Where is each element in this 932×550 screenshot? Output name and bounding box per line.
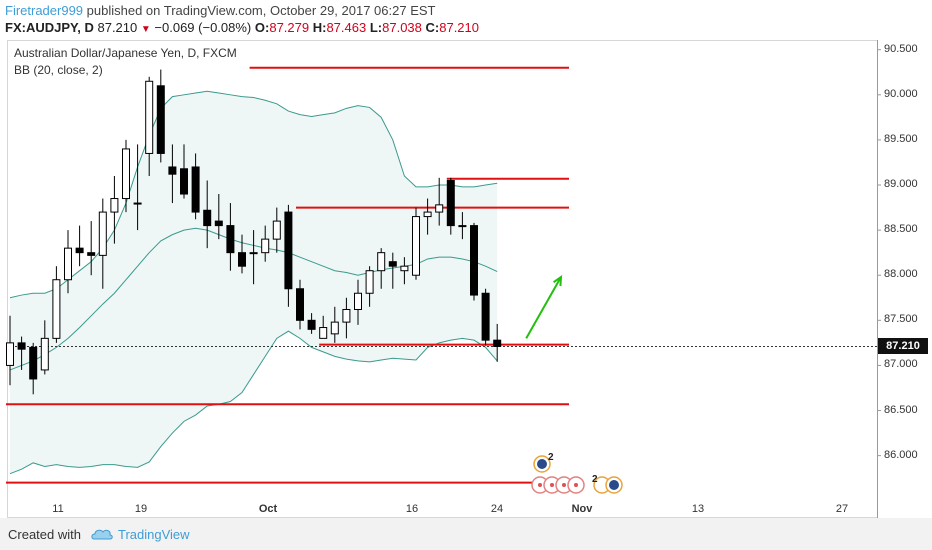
candle-down	[168, 166, 177, 175]
candle-up	[122, 148, 130, 200]
event-dot-icon	[574, 483, 578, 487]
date-tick-label: 11	[52, 503, 64, 515]
candle-down	[29, 346, 38, 380]
last-price: 87.210	[97, 20, 138, 35]
price-tick-label: 86.500	[884, 403, 918, 416]
price-tick-label: 87.000	[884, 358, 918, 371]
candle-down	[17, 342, 26, 350]
candle-down	[238, 252, 246, 267]
date-tick-label: 24	[490, 503, 504, 515]
projection-arrow-head-icon	[553, 275, 563, 287]
candle-down	[156, 85, 165, 154]
candle-up	[52, 279, 61, 339]
price-tick-label: 86.000	[884, 448, 918, 461]
date-tick-label: 13	[691, 503, 705, 515]
high-value: 87.463	[326, 20, 367, 35]
candle-up	[40, 337, 49, 371]
australia-flag-icon	[609, 480, 619, 490]
date-tick-label: Oct	[258, 503, 278, 515]
open-value: 87.279	[269, 20, 310, 35]
candle-up	[377, 252, 386, 272]
date-tick-label: 16	[405, 503, 419, 515]
candle-down	[493, 339, 502, 347]
candle-up	[458, 225, 467, 228]
candle-down	[284, 211, 293, 290]
event-dot-icon	[550, 483, 554, 487]
candle-down	[296, 288, 304, 321]
candle-down	[87, 252, 96, 256]
candle-up	[342, 308, 351, 323]
australia-flag-icon	[537, 459, 547, 469]
candle-up	[249, 252, 258, 255]
event-dot-icon	[562, 483, 566, 487]
chart-pane[interactable]	[7, 40, 877, 518]
event-dot-icon	[538, 483, 542, 487]
price-tick-label: 87.500	[884, 313, 918, 326]
high-label: H:	[312, 20, 327, 35]
change-down-icon: ▼	[140, 24, 151, 35]
candle-down	[446, 180, 455, 227]
instrument-legend: Australian Dollar/Japanese Yen, D, FXCM	[14, 46, 237, 60]
price-axis[interactable]	[877, 40, 932, 518]
candle-up	[412, 216, 420, 276]
price-tick-label: 90.500	[884, 42, 918, 55]
candle-up	[365, 270, 374, 294]
candle-up	[319, 327, 328, 339]
low-label: L:	[369, 20, 383, 35]
publish-info: Firetrader999 published on TradingView.c…	[5, 3, 435, 18]
candle-up	[435, 204, 444, 213]
candle-up	[133, 202, 142, 205]
chart-header: Firetrader999 published on TradingView.c…	[0, 0, 932, 40]
candle-down	[180, 168, 188, 195]
published-text: published on TradingView.com, October 29…	[83, 3, 436, 18]
candle-up	[272, 220, 281, 240]
candle-down	[481, 292, 490, 341]
candle-up	[145, 80, 154, 154]
created-with-label: Created with	[8, 527, 81, 542]
indicator-legend[interactable]: BB (20, close, 2)	[14, 63, 103, 77]
candle-down	[214, 220, 223, 227]
candle-up	[423, 211, 432, 218]
open-label: O:	[254, 20, 270, 35]
author-link[interactable]: Firetrader999	[5, 3, 84, 18]
candle-down	[307, 319, 316, 330]
date-tick-label: 27	[835, 503, 849, 515]
price-tick-label: 89.000	[884, 178, 918, 190]
close-label: C:	[425, 20, 440, 35]
low-value: 87.038	[382, 20, 422, 35]
candle-up	[64, 247, 72, 281]
candle-up	[110, 198, 119, 213]
candle-up	[400, 265, 409, 272]
event-count-bottom: 2	[592, 474, 598, 485]
close-value: 87.210	[439, 20, 479, 35]
candle-up	[330, 321, 339, 335]
candle-down	[388, 261, 397, 267]
candle-up	[98, 211, 107, 256]
candle-up	[354, 292, 362, 310]
footer-bar: Created with TradingView	[0, 518, 932, 550]
symbol-label: FX:AUDJPY, D	[5, 20, 94, 35]
tradingview-logo-icon	[91, 529, 113, 540]
price-tick-label: 88.000	[884, 268, 918, 281]
last-price-tag: 87.210	[878, 338, 928, 354]
price-tick-label: 89.500	[884, 132, 918, 145]
date-tick-label: 19	[134, 503, 148, 515]
candle-up	[261, 238, 270, 254]
projection-arrow-line	[525, 276, 562, 339]
candle-down	[470, 225, 478, 296]
candle-up	[6, 342, 14, 366]
price-tick-label: 88.500	[884, 223, 918, 236]
candle-down	[75, 247, 84, 254]
event-count-top: 2	[548, 452, 554, 463]
date-tick-label: Nov	[571, 503, 593, 515]
price-tick-label: 90.000	[884, 87, 918, 100]
tradingview-brand-link[interactable]: TradingView	[118, 527, 190, 542]
candle-down	[226, 225, 235, 254]
ohlc-readout: FX:AUDJPY, D 87.210 ▼ −0.069 (−0.08%) O:…	[5, 20, 479, 35]
candle-down	[191, 166, 200, 213]
price-change: −0.069 (−0.08%)	[154, 20, 252, 35]
candle-down	[203, 209, 212, 227]
bollinger-lower-line	[9, 330, 498, 475]
